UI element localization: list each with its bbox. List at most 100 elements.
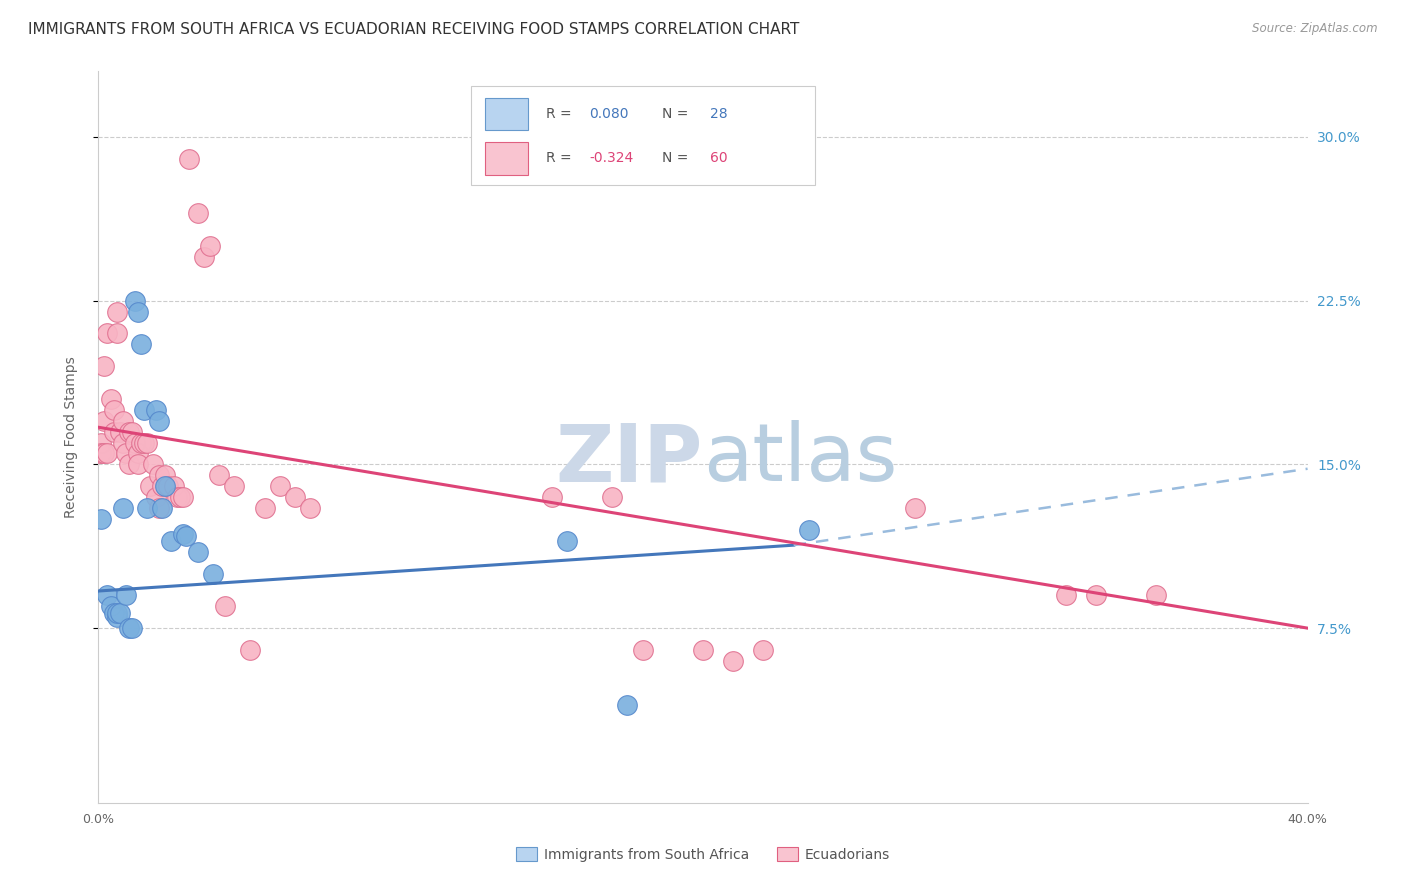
Point [239, 643, 262, 657]
Point [284, 490, 307, 504]
Point [1054, 588, 1077, 602]
Point [692, 643, 714, 657]
Point [118, 458, 141, 472]
Point [166, 490, 188, 504]
Text: Source: ZipAtlas.com: Source: ZipAtlas.com [1253, 22, 1378, 36]
Point [142, 458, 165, 472]
Point [124, 293, 146, 308]
Point [111, 501, 134, 516]
Point [269, 479, 291, 493]
Point [93, 414, 115, 428]
Point [127, 458, 149, 472]
Point [631, 643, 654, 657]
Point [96, 588, 118, 602]
Point [723, 654, 745, 668]
Point [127, 446, 149, 460]
Point [148, 501, 170, 516]
Point [124, 435, 146, 450]
Point [90, 446, 112, 460]
Point [555, 533, 578, 548]
Point [139, 479, 162, 493]
Point [127, 304, 149, 318]
Point [121, 621, 143, 635]
Point [150, 479, 173, 493]
Point [214, 599, 236, 614]
Point [111, 414, 134, 428]
Point [103, 606, 125, 620]
Point [156, 479, 179, 493]
FancyBboxPatch shape [485, 97, 527, 130]
Point [904, 501, 927, 516]
Point [105, 304, 128, 318]
Text: N =: N = [662, 151, 693, 165]
Point [224, 479, 246, 493]
Point [150, 501, 173, 516]
Text: 60: 60 [710, 151, 728, 165]
Point [111, 435, 134, 450]
Point [752, 643, 775, 657]
Point [114, 446, 136, 460]
Point [299, 501, 322, 516]
Point [179, 152, 201, 166]
Point [145, 490, 167, 504]
Point [108, 425, 131, 439]
Point [169, 490, 191, 504]
Point [202, 566, 225, 581]
Text: 28: 28 [710, 107, 728, 120]
Point [96, 446, 118, 460]
Point [100, 599, 122, 614]
Point [105, 606, 128, 620]
Point [160, 533, 183, 548]
Point [200, 239, 222, 253]
Point [90, 512, 112, 526]
Point [148, 468, 170, 483]
Point [174, 529, 197, 543]
Point [797, 523, 820, 537]
Point [93, 359, 115, 373]
Text: ZIP: ZIP [555, 420, 703, 498]
FancyBboxPatch shape [485, 142, 527, 175]
Point [187, 206, 209, 220]
Point [129, 435, 152, 450]
Point [253, 501, 276, 516]
Point [100, 392, 122, 406]
Point [148, 414, 170, 428]
Point [118, 425, 141, 439]
Text: atlas: atlas [703, 420, 897, 498]
Point [172, 490, 194, 504]
Text: N =: N = [662, 107, 693, 120]
Point [1144, 588, 1167, 602]
Legend: Immigrants from South Africa, Ecuadorians: Immigrants from South Africa, Ecuadorian… [510, 841, 896, 867]
Point [114, 588, 136, 602]
Point [121, 425, 143, 439]
Point [105, 326, 128, 341]
Point [208, 468, 231, 483]
Point [602, 490, 624, 504]
Point [129, 337, 152, 351]
Point [90, 446, 112, 460]
Text: -0.324: -0.324 [589, 151, 634, 165]
Point [1085, 588, 1108, 602]
Point [135, 435, 157, 450]
Point [118, 621, 141, 635]
Y-axis label: Receiving Food Stamps: Receiving Food Stamps [63, 356, 77, 518]
Text: R =: R = [546, 151, 576, 165]
Point [103, 402, 125, 417]
Point [93, 446, 115, 460]
Point [540, 490, 562, 504]
Point [96, 326, 118, 341]
Point [193, 250, 215, 264]
Point [153, 479, 176, 493]
Point [163, 479, 186, 493]
Point [153, 468, 176, 483]
Point [105, 610, 128, 624]
Point [90, 435, 112, 450]
Point [103, 425, 125, 439]
Point [108, 606, 131, 620]
Point [616, 698, 638, 712]
Point [145, 402, 167, 417]
Point [132, 435, 155, 450]
Point [135, 501, 157, 516]
Text: IMMIGRANTS FROM SOUTH AFRICA VS ECUADORIAN RECEIVING FOOD STAMPS CORRELATION CHA: IMMIGRANTS FROM SOUTH AFRICA VS ECUADORI… [28, 22, 800, 37]
Text: 0.080: 0.080 [589, 107, 628, 120]
